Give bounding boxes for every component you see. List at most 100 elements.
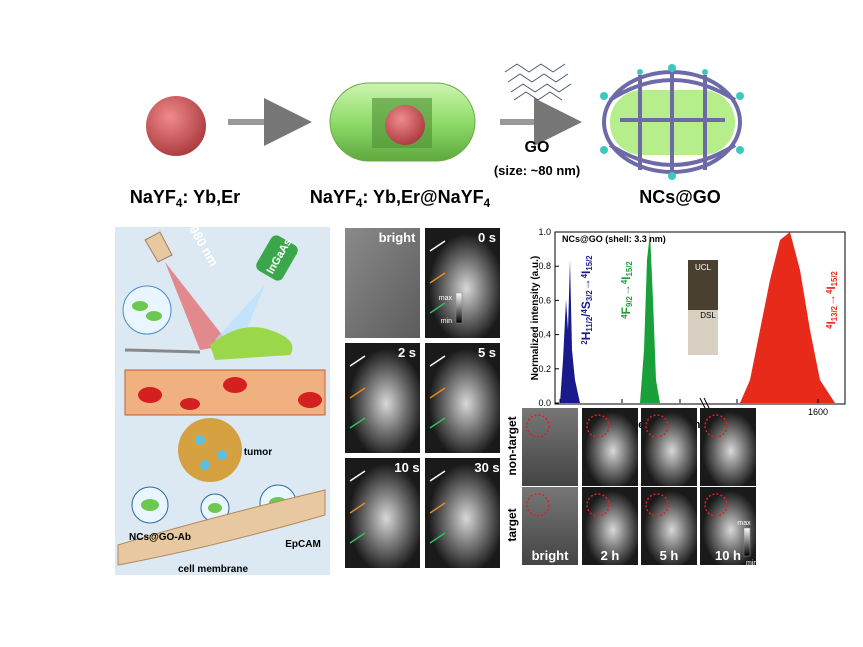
transition-label: 2H11/2/4S3/2→4I15/2 — [579, 255, 594, 345]
text-segment: 3/2 — [585, 290, 594, 302]
image-frame — [522, 408, 578, 486]
target-circle — [526, 493, 550, 517]
y-axis-title: Normalized intensity (a.u.) — [530, 256, 541, 380]
text-segment: 11/2 — [585, 316, 594, 331]
text-segment: 4 — [825, 324, 834, 329]
column-label: 5 h — [660, 548, 679, 563]
transition-label: 4I13/2→4I15/2 — [824, 270, 839, 328]
text-segment: 15/2 — [585, 255, 594, 271]
text-segment: I — [824, 286, 838, 289]
spectrum-title: NCs@GO (shell: 3.3 nm) — [562, 234, 666, 244]
marker-arrow — [429, 417, 446, 429]
text-segment: 2 — [580, 340, 589, 345]
image-frame — [700, 408, 756, 486]
image-frame — [641, 487, 697, 565]
marker-arrow — [429, 387, 446, 399]
target-circle — [645, 493, 669, 517]
marker-arrow — [429, 532, 446, 544]
text-segment: 4 — [580, 273, 589, 278]
text-segment: 4 — [620, 279, 629, 284]
frame-label: bright — [379, 230, 416, 245]
frame-label: 10 s — [394, 460, 419, 475]
x-tick-label: 1600 — [808, 407, 828, 417]
column-label: bright — [532, 548, 569, 563]
scale-min: min — [441, 318, 452, 325]
column-label: 2 h — [601, 548, 620, 563]
text-segment: I — [619, 276, 633, 279]
y-tick-label: 0.4 — [538, 330, 551, 340]
receptor-label: EpCAM — [285, 539, 321, 550]
target-circle — [586, 493, 610, 517]
marker-arrow — [349, 502, 366, 514]
compound-label: NaYF4: Yb,Er@NaYF4 — [310, 187, 491, 210]
y-tick-label: 0.0 — [538, 398, 551, 408]
marker-arrow — [429, 272, 446, 284]
row-label: target — [505, 508, 519, 541]
text-segment: NaYF — [130, 187, 176, 207]
target-circle — [704, 493, 728, 517]
marker-arrow — [429, 355, 446, 367]
image-frame — [522, 487, 578, 565]
frame-label: 2 s — [398, 345, 416, 360]
scale-bar — [455, 292, 463, 324]
text-segment: → — [579, 278, 593, 290]
compound-label: NCs@GO — [639, 187, 721, 207]
text-segment: H — [579, 332, 593, 341]
synthesis-scheme — [146, 63, 744, 180]
spectrum-plot — [554, 231, 846, 411]
text-segment: I — [579, 271, 593, 274]
inset-label: UCL — [695, 263, 712, 272]
compound-label: NaYF4: Yb,Er — [130, 187, 240, 210]
frame-label: 0 s — [478, 230, 496, 245]
marker-arrow — [349, 355, 366, 367]
text-segment: 9/2 — [625, 296, 634, 308]
image-frame — [582, 487, 638, 565]
y-tick-label: 1.0 — [538, 227, 551, 237]
probe-label: NCs@GO-Ab — [129, 532, 191, 543]
y-tick-label: 0.6 — [538, 295, 551, 305]
target-circle — [645, 414, 669, 438]
frame-label: 5 s — [478, 345, 496, 360]
y-tick-label: 0.8 — [538, 261, 551, 271]
text-segment: NCs@GO — [639, 187, 721, 207]
text-segment: S — [579, 301, 593, 309]
column-label: 10 h — [715, 548, 741, 563]
scale-min: min — [746, 560, 757, 567]
row-label: non-target — [505, 416, 519, 475]
marker-arrow — [349, 470, 366, 482]
membrane-label: cell membrane — [178, 564, 248, 575]
transition-label: 4F9/2→4I15/2 — [619, 261, 634, 319]
text-segment: → — [619, 284, 633, 296]
inset-label: DSL — [700, 311, 716, 320]
text-segment: NaYF — [310, 187, 356, 207]
text-segment: 13/2 — [830, 305, 839, 321]
image-frame — [345, 228, 420, 338]
marker-arrow — [349, 532, 366, 544]
text-segment: / — [579, 313, 593, 317]
image-frame — [641, 408, 697, 486]
text-segment: F — [619, 307, 633, 314]
text-segment: 15/2 — [830, 270, 839, 286]
target-circle — [704, 414, 728, 438]
marker-arrow — [429, 240, 446, 252]
target-circle — [586, 414, 610, 438]
text-segment: 4 — [356, 197, 363, 210]
frame-label: 30 s — [474, 460, 499, 475]
size-label: (size: ~80 nm) — [494, 163, 580, 178]
text-segment: : Yb,Er — [182, 187, 240, 207]
text-segment: 15/2 — [625, 261, 634, 277]
tumor-label: tumor — [244, 447, 272, 458]
text-segment: 4 — [620, 314, 629, 319]
reagent-label: GO — [525, 139, 550, 156]
marker-arrow — [349, 417, 366, 429]
text-segment: 4 — [580, 308, 589, 313]
text-segment: → — [824, 294, 838, 306]
text-segment: 4 — [825, 289, 834, 294]
marker-arrow — [429, 502, 446, 514]
text-segment: 4 — [176, 197, 183, 210]
scale-max: max — [737, 520, 751, 527]
text-segment: I — [824, 321, 838, 324]
image-frame — [582, 408, 638, 486]
